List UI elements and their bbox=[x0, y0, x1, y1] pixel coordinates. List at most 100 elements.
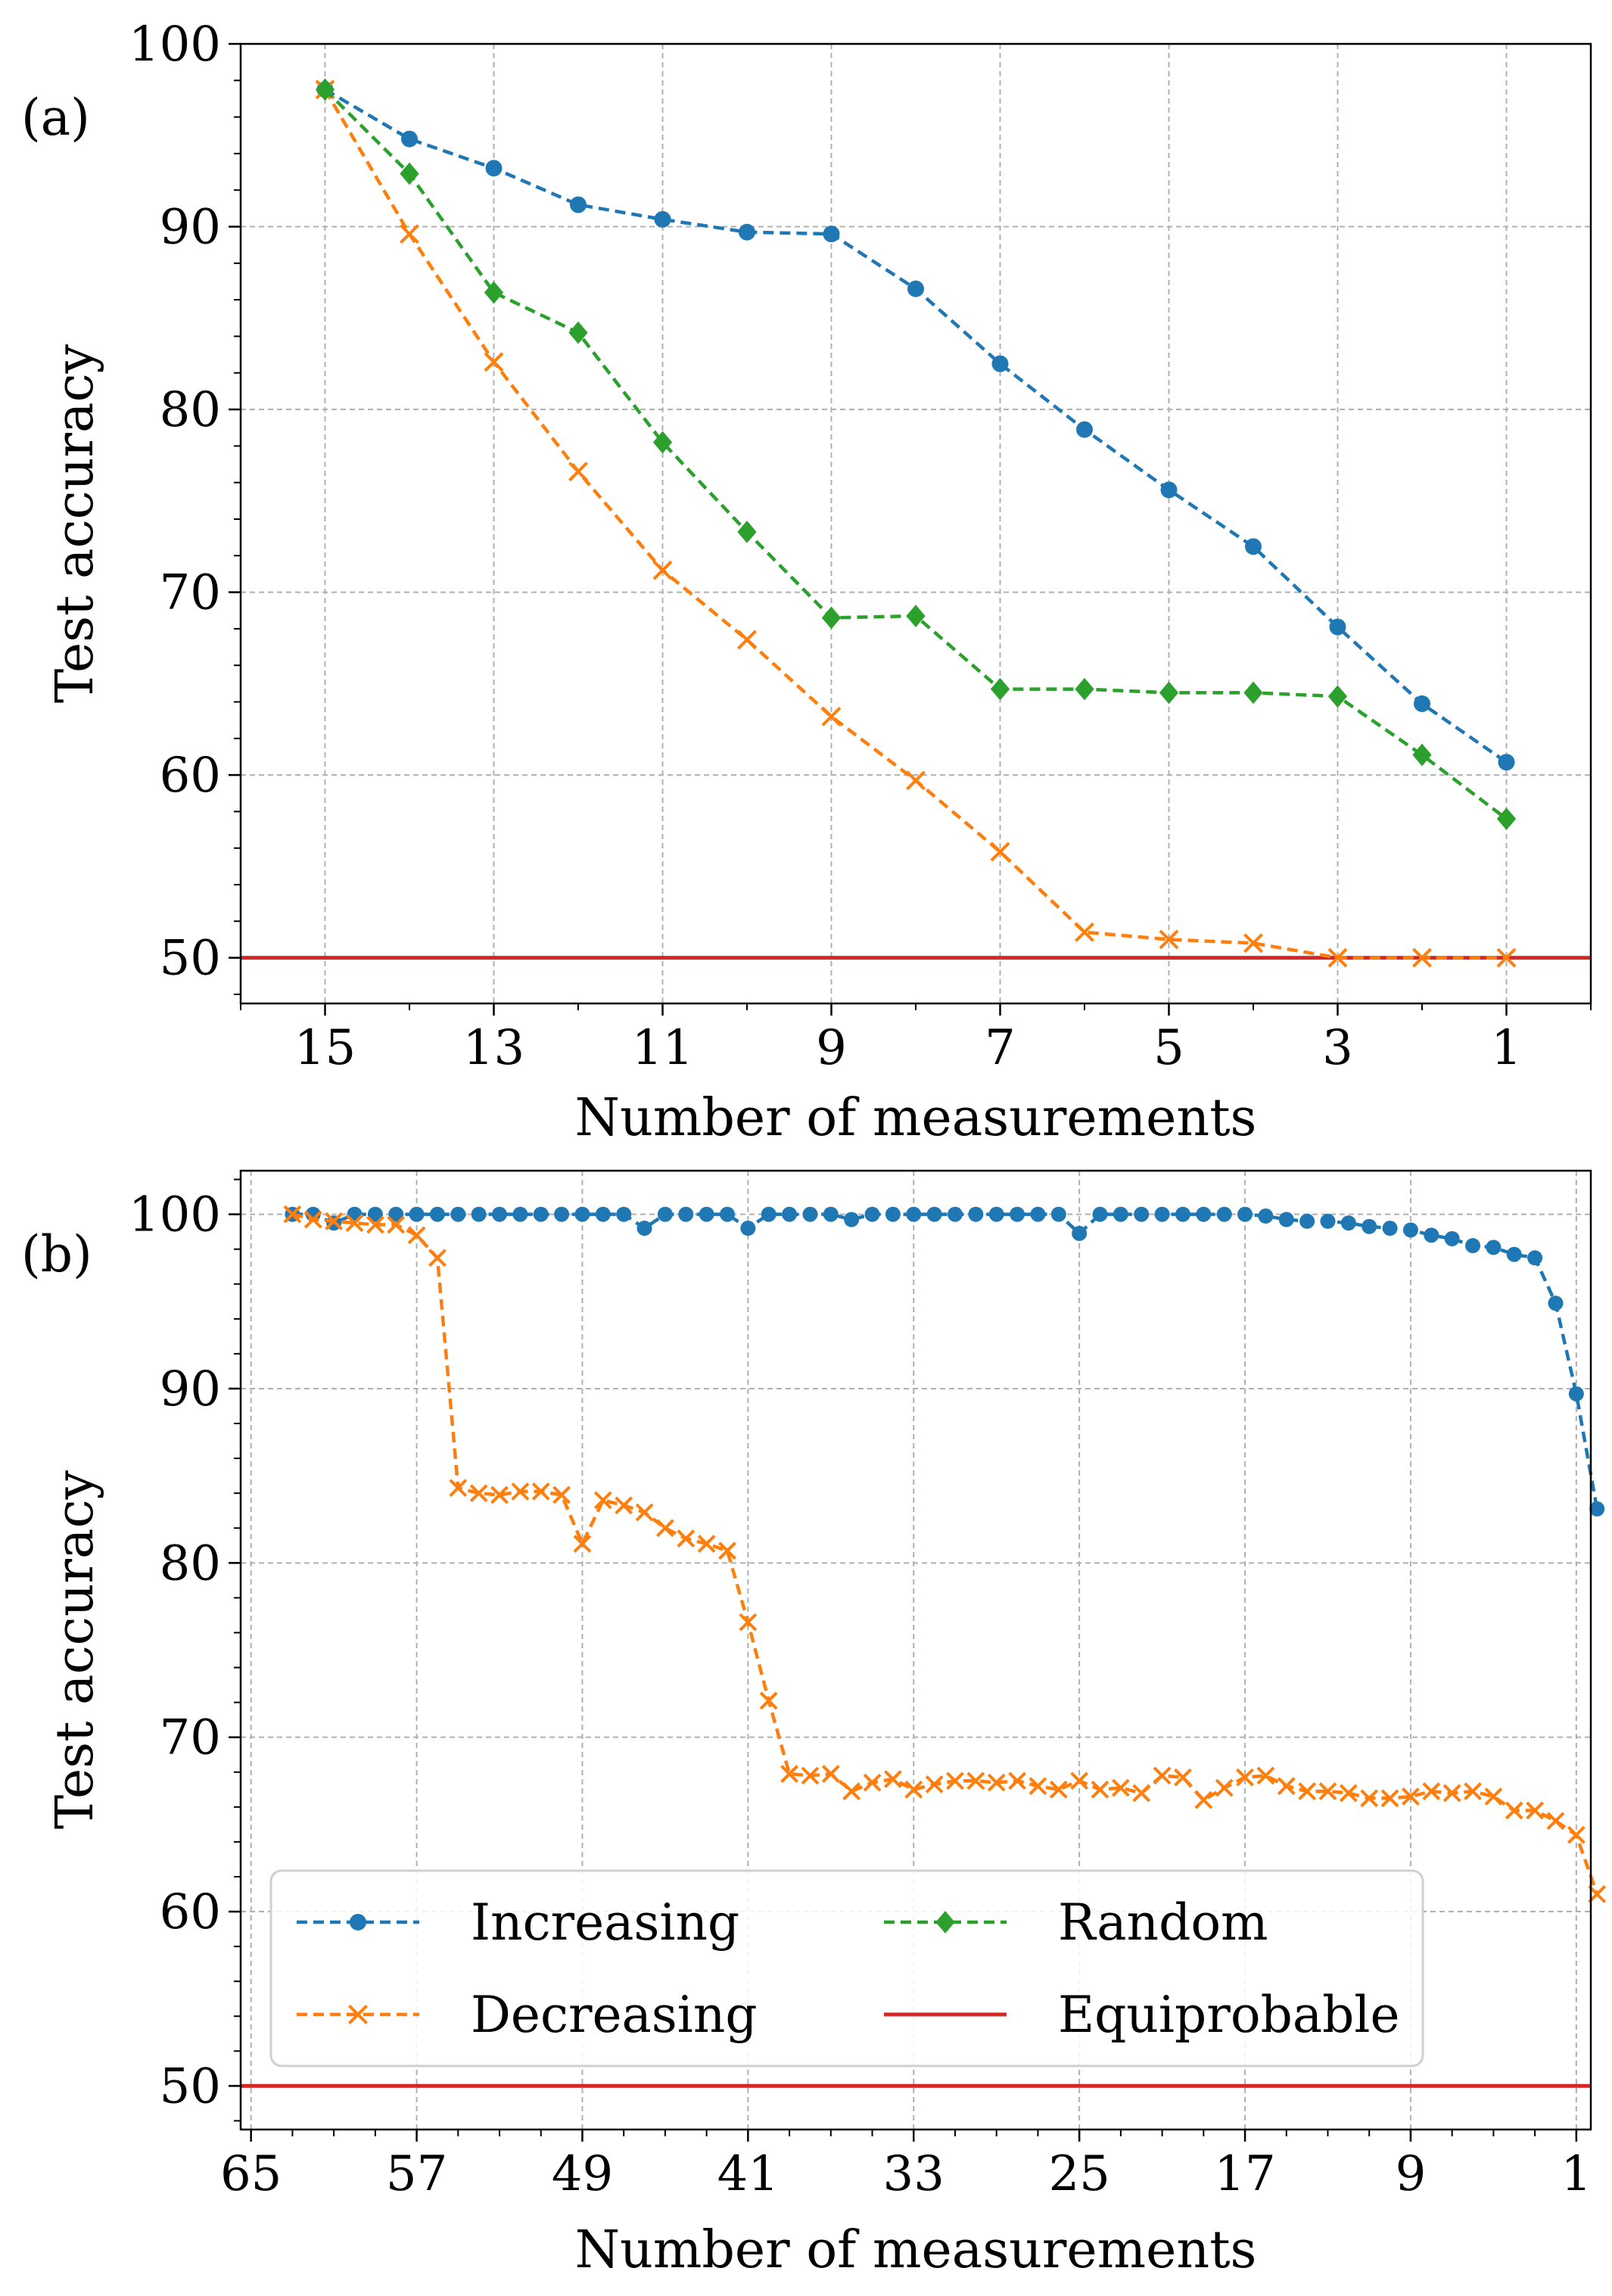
data-point-decreasing bbox=[345, 1214, 364, 1233]
data-point-increasing bbox=[1361, 1218, 1377, 1234]
data-point-decreasing bbox=[490, 1486, 509, 1504]
data-point-decreasing bbox=[1194, 1790, 1213, 1809]
data-point-decreasing bbox=[739, 1613, 758, 1632]
data-point-decreasing bbox=[1505, 1801, 1523, 1820]
data-point-increasing bbox=[654, 210, 671, 228]
data-point-increasing bbox=[1050, 1206, 1066, 1222]
y-tick-label: 50 bbox=[160, 2058, 221, 2114]
data-point-decreasing bbox=[1215, 1778, 1234, 1797]
data-point-decreasing bbox=[925, 1775, 944, 1794]
data-point-increasing bbox=[1010, 1206, 1025, 1222]
data-point-increasing bbox=[616, 1206, 632, 1222]
data-point-increasing bbox=[906, 1206, 922, 1222]
x-tick-label: 25 bbox=[1048, 2146, 1109, 2202]
data-point-increasing bbox=[367, 1206, 383, 1222]
data-point-random bbox=[821, 606, 842, 630]
series-decreasing-line bbox=[323, 89, 1507, 960]
data-point-decreasing bbox=[652, 560, 673, 580]
data-point-decreasing bbox=[697, 1535, 716, 1553]
data-point-decreasing bbox=[1070, 1772, 1089, 1790]
y-tick-label: 90 bbox=[160, 200, 221, 256]
data-point-decreasing bbox=[656, 1519, 674, 1538]
panel-a-y-axis-label: Test accuracy bbox=[45, 344, 105, 703]
data-point-decreasing bbox=[990, 842, 1010, 862]
data-point-decreasing bbox=[1327, 947, 1348, 968]
data-point-decreasing bbox=[780, 1765, 799, 1783]
data-point-increasing bbox=[1237, 1206, 1253, 1222]
data-point-increasing bbox=[1498, 754, 1515, 771]
series-increasing-line bbox=[292, 1212, 1599, 1510]
data-point-increasing bbox=[554, 1206, 570, 1222]
data-point-decreasing bbox=[1526, 1801, 1545, 1820]
data-point-decreasing bbox=[966, 1772, 985, 1790]
data-point-increasing bbox=[740, 1221, 756, 1237]
legend-marker bbox=[935, 1911, 955, 1934]
x-tick-label: 11 bbox=[632, 1020, 693, 1076]
data-point-increasing bbox=[1444, 1230, 1460, 1246]
data-point-decreasing bbox=[821, 706, 842, 726]
data-point-decreasing bbox=[400, 224, 419, 244]
data-point-random bbox=[400, 162, 419, 185]
data-point-increasing bbox=[1258, 1208, 1274, 1224]
data-point-decreasing bbox=[1091, 1780, 1109, 1799]
legend-marker bbox=[350, 1914, 366, 1930]
data-point-increasing bbox=[823, 226, 840, 243]
data-point-decreasing bbox=[987, 1773, 1006, 1792]
data-point-random bbox=[906, 605, 926, 627]
data-point-decreasing bbox=[1484, 1787, 1503, 1806]
data-point-increasing bbox=[492, 1206, 508, 1222]
data-point-increasing bbox=[657, 1206, 673, 1222]
data-point-increasing bbox=[570, 196, 587, 213]
data-point-decreasing bbox=[1412, 947, 1432, 968]
data-point-decreasing bbox=[484, 352, 504, 372]
panel-a-series bbox=[315, 78, 1517, 968]
data-point-decreasing bbox=[1496, 947, 1517, 968]
data-point-increasing bbox=[1506, 1246, 1522, 1262]
data-point-decreasing bbox=[1380, 1789, 1399, 1808]
panel-a-x-axis-label: Number of measurements bbox=[575, 1088, 1257, 1148]
data-point-decreasing bbox=[1174, 1768, 1192, 1787]
y-tick-label: 70 bbox=[160, 565, 221, 621]
data-point-increasing bbox=[1382, 1221, 1398, 1237]
data-point-decreasing bbox=[1132, 1784, 1151, 1803]
data-point-decreasing bbox=[821, 1765, 840, 1783]
y-tick-label: 80 bbox=[160, 382, 221, 438]
data-point-increasing bbox=[1160, 481, 1178, 499]
data-point-increasing bbox=[720, 1206, 736, 1222]
data-point-decreasing bbox=[1298, 1782, 1317, 1801]
data-point-decreasing bbox=[677, 1529, 696, 1548]
data-point-increasing bbox=[450, 1206, 466, 1222]
data-point-random bbox=[737, 521, 757, 543]
data-point-decreasing bbox=[366, 1215, 384, 1234]
panel-b: (b) 65 57 49 41 33 25 17 9 1 50 60 70 80 90 100 Number… bbox=[21, 1169, 1607, 2280]
data-point-random bbox=[568, 321, 588, 344]
data-point-increasing bbox=[761, 1206, 776, 1222]
data-point-increasing bbox=[885, 1206, 901, 1222]
y-tick-label: 50 bbox=[160, 931, 221, 987]
x-tick-label: 7 bbox=[985, 1020, 1016, 1076]
data-point-decreasing bbox=[552, 1486, 571, 1504]
data-point-decreasing bbox=[1075, 922, 1094, 942]
y-tick-label: 60 bbox=[160, 1884, 221, 1940]
panel-b-series bbox=[283, 1205, 1607, 1903]
data-point-random bbox=[1075, 677, 1094, 701]
data-point-increasing bbox=[471, 1206, 487, 1222]
legend-label: Decreasing bbox=[471, 1986, 758, 2044]
data-point-increasing bbox=[1340, 1215, 1356, 1231]
data-point-increasing bbox=[1072, 1225, 1088, 1241]
series-decreasing bbox=[283, 1205, 1607, 1903]
data-point-increasing bbox=[1216, 1206, 1232, 1222]
legend-entry-increasing: Increasing bbox=[297, 1893, 739, 1952]
data-point-decreasing bbox=[635, 1503, 654, 1522]
data-point-increasing bbox=[1134, 1206, 1150, 1222]
data-point-decreasing bbox=[325, 1212, 344, 1230]
series-decreasing bbox=[315, 79, 1517, 968]
legend-entry-decreasing: Decreasing bbox=[297, 1986, 758, 2044]
data-point-increasing bbox=[926, 1206, 942, 1222]
data-point-increasing bbox=[1568, 1386, 1584, 1402]
x-tick-label: 5 bbox=[1153, 1020, 1184, 1076]
data-point-increasing bbox=[678, 1206, 694, 1222]
y-tick-label: 100 bbox=[129, 1187, 221, 1243]
data-point-decreasing bbox=[737, 630, 757, 650]
legend: Increasing Random Decreasing Equiprobable bbox=[269, 1869, 1424, 2067]
